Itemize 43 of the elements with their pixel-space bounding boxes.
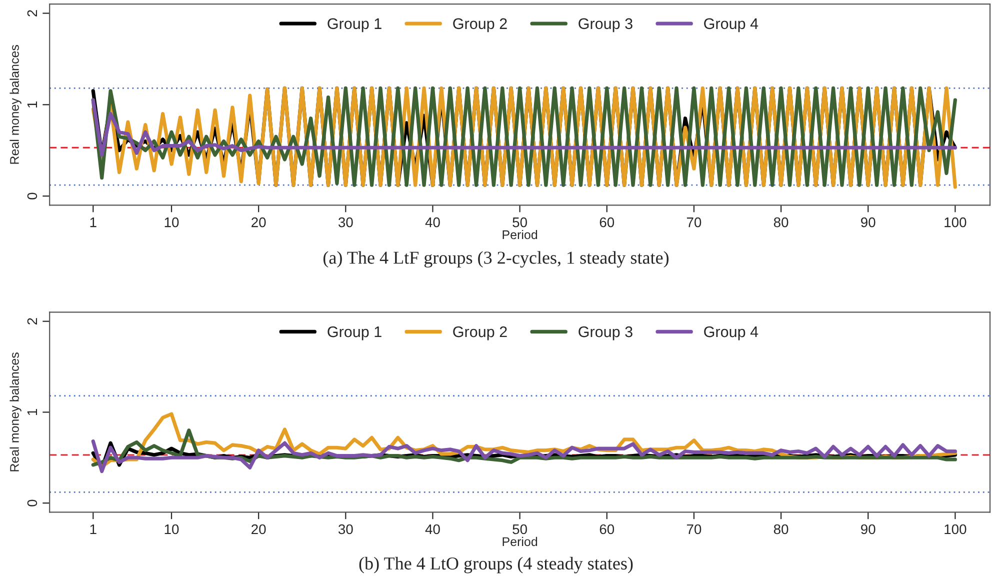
x-tick-label: 10 — [164, 524, 179, 534]
legend-label: Group 2 — [453, 18, 507, 32]
x-tick-label: 60 — [600, 217, 614, 228]
legend-label: Group 3 — [578, 18, 632, 32]
y-tick-label: 2 — [27, 10, 37, 16]
text: (a) The 4 LtF groups (3 2-cycles, 1 steady state) — [323, 251, 669, 268]
x-tick-label: 80 — [774, 524, 788, 534]
legend-label: Group 3 — [578, 326, 632, 340]
legend-label: Group 2 — [453, 326, 507, 340]
x-tick-label: 30 — [338, 524, 353, 534]
text: (b) The 4 LtO groups (4 steady states) — [359, 556, 633, 574]
x-tick-label: 80 — [774, 217, 788, 228]
x-tick-label: 40 — [425, 217, 440, 228]
x-tick-label: 60 — [600, 524, 614, 534]
x-tick-label: 90 — [861, 524, 876, 534]
y-tick-label: 1 — [27, 101, 37, 108]
x-tick-label: 50 — [512, 524, 527, 534]
x-tick-label: 90 — [861, 217, 876, 228]
x-axis-title: Period — [502, 230, 538, 240]
y-tick-label: 2 — [27, 318, 37, 324]
x-tick-label: 1 — [90, 218, 96, 228]
y-tick-label: 0 — [27, 500, 38, 506]
legend-label: Group 1 — [328, 326, 382, 340]
x-tick-label: 50 — [512, 217, 527, 228]
line-series — [91, 98, 957, 157]
legend-label: Group 4 — [704, 326, 758, 340]
legend-label: Group 4 — [704, 18, 758, 32]
y-tick-label: 1 — [27, 409, 37, 415]
x-tick-label: 1 — [90, 524, 96, 534]
x-tick-label: 20 — [252, 524, 266, 534]
y-tick-label: 0 — [27, 192, 38, 200]
x-tick-label: 10 — [164, 217, 179, 228]
y-axis-title: Real money balances — [10, 352, 22, 472]
y-axis-title: Real money balances — [10, 45, 22, 164]
x-tick-label: 20 — [252, 217, 266, 228]
x-tick-label: 40 — [425, 524, 440, 534]
x-tick-label: 70 — [686, 524, 702, 534]
legend-label: Group 1 — [328, 18, 382, 32]
x-axis-title: Period — [502, 536, 538, 546]
x-tick-label: 30 — [338, 217, 353, 228]
x-tick-label: 100 — [944, 217, 966, 228]
x-tick-label: 100 — [944, 524, 966, 534]
x-tick-label: 70 — [686, 217, 702, 228]
